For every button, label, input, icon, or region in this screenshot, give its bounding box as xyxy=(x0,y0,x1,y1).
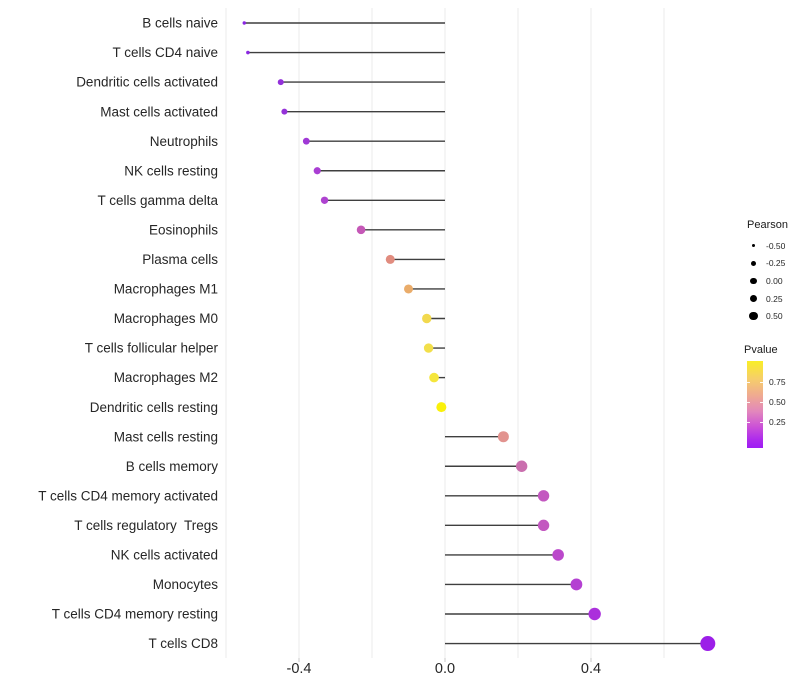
size-legend-label: -0.25 xyxy=(766,258,786,269)
data-point-dot[interactable] xyxy=(320,196,329,204)
x-axis-tick-label: 0.4 xyxy=(581,661,601,677)
category-label: Macrophages M1 xyxy=(114,282,218,297)
category-label: Macrophages M2 xyxy=(114,370,218,385)
size-legend-title: Pearson xyxy=(747,219,788,231)
size-legend-key xyxy=(747,311,760,321)
size-legend-label: 0.25 xyxy=(766,293,783,304)
data-point-dot[interactable] xyxy=(281,108,288,115)
pvalue-bar-tick xyxy=(760,402,763,403)
size-legend-entries: -0.50 -0.25 0.00 0.25 0.50 xyxy=(747,237,788,325)
x-axis-tick-label: -0.4 xyxy=(287,661,312,677)
category-label: T cells CD8 xyxy=(148,636,218,651)
category-label: Plasma cells xyxy=(142,252,218,267)
size-legend-dot-icon xyxy=(750,260,757,267)
data-point-dot[interactable] xyxy=(497,431,509,443)
pearson-size-legend: Pearson -0.50 -0.25 0.00 0.25 0.50 xyxy=(747,219,788,325)
pvalue-legend-label: 0.75 xyxy=(769,377,786,387)
data-point-dot[interactable] xyxy=(570,578,583,591)
category-label: Macrophages M0 xyxy=(114,311,218,326)
data-point-dot[interactable] xyxy=(242,21,246,25)
category-label: T cells CD4 memory activated xyxy=(38,488,218,503)
size-legend-entry: 0.25 xyxy=(747,290,788,308)
data-point-dot[interactable] xyxy=(404,284,413,294)
pvalue-legend-label: 0.25 xyxy=(769,417,786,427)
data-point-dot[interactable] xyxy=(515,460,528,472)
category-label: Mast cells activated xyxy=(100,104,218,119)
size-legend-entry: -0.25 xyxy=(747,255,788,273)
data-point-dot[interactable] xyxy=(277,79,284,86)
category-label: T cells follicular helper xyxy=(85,341,219,356)
size-legend-dot-icon xyxy=(749,294,758,303)
category-label: NK cells activated xyxy=(111,548,218,563)
size-legend-key xyxy=(747,277,760,285)
pvalue-bar-tick xyxy=(760,422,763,423)
x-axis-tick-label: 0.0 xyxy=(435,661,455,677)
size-legend-dot-icon xyxy=(750,277,757,285)
pvalue-bar-tick xyxy=(747,382,750,383)
pvalue-gradient-bar xyxy=(747,361,763,448)
pvalue-bar-tick xyxy=(747,402,750,403)
size-legend-key xyxy=(747,294,760,303)
pvalue-bar-tick xyxy=(747,422,750,423)
category-label: Eosinophils xyxy=(149,222,218,237)
size-legend-label: -0.50 xyxy=(766,240,786,251)
size-legend-key xyxy=(747,260,760,267)
size-legend-dot-icon xyxy=(751,244,756,248)
size-legend-dot-icon xyxy=(749,311,758,321)
category-label: Dendritic cells resting xyxy=(90,400,218,415)
category-label: NK cells resting xyxy=(124,163,218,178)
data-point-dot[interactable] xyxy=(422,313,432,324)
category-label: Dendritic cells activated xyxy=(76,75,218,90)
category-label: B cells naive xyxy=(142,16,218,31)
data-point-dot[interactable] xyxy=(436,402,447,413)
color-legend-title: Pvalue xyxy=(744,344,778,356)
data-point-dot[interactable] xyxy=(423,343,434,353)
data-point-dot[interactable] xyxy=(537,519,550,532)
size-legend-entry: 0.00 xyxy=(747,272,788,290)
size-legend-key xyxy=(747,244,760,248)
category-label: T cells CD4 memory resting xyxy=(52,607,218,622)
data-point-dot[interactable] xyxy=(700,636,716,652)
data-point-dot[interactable] xyxy=(429,372,439,383)
data-point-dot[interactable] xyxy=(537,490,550,502)
category-label: T cells CD4 naive xyxy=(112,45,218,60)
category-label: Monocytes xyxy=(153,577,219,592)
category-label: T cells regulatory Tregs xyxy=(74,518,218,533)
category-label: T cells gamma delta xyxy=(97,193,218,208)
size-legend-label: 0.50 xyxy=(766,311,783,322)
data-point-dot[interactable] xyxy=(313,167,321,175)
pvalue-legend-label: 0.50 xyxy=(769,397,786,407)
data-point-dot[interactable] xyxy=(356,225,366,235)
data-point-dot[interactable] xyxy=(385,254,395,264)
pvalue-color-legend: Pvalue 0.75 0.50 0.25 xyxy=(744,344,786,448)
data-point-dot[interactable] xyxy=(302,137,310,145)
size-legend-entry: -0.50 xyxy=(747,237,788,255)
data-point-dot[interactable] xyxy=(246,50,250,55)
size-legend-label: 0.00 xyxy=(766,275,783,286)
category-label: Neutrophils xyxy=(150,134,219,149)
pvalue-bar-tick xyxy=(760,382,763,383)
size-legend-entry: 0.50 xyxy=(747,307,788,325)
data-point-dot[interactable] xyxy=(588,607,601,621)
data-point-dot[interactable] xyxy=(552,549,564,561)
category-label: B cells memory xyxy=(126,459,219,474)
category-label: Mast cells resting xyxy=(114,429,218,444)
